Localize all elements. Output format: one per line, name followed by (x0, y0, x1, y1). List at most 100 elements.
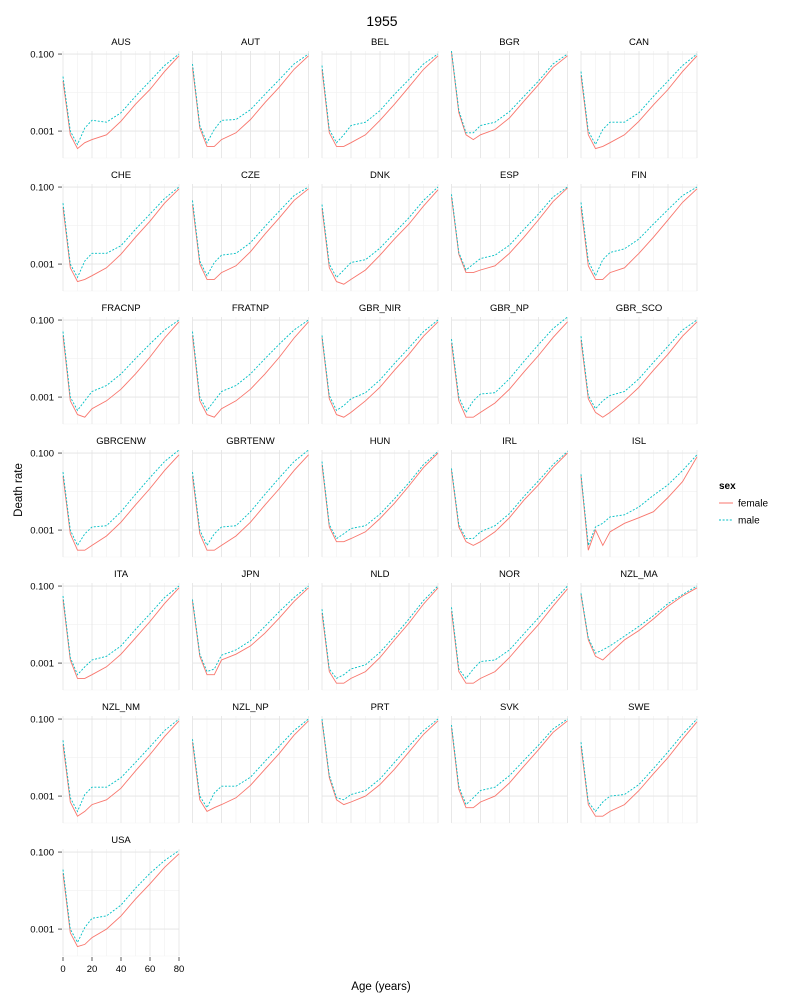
panel-strip-label: AUS (111, 37, 131, 48)
panel-strip-label: CHE (111, 170, 131, 181)
series-line-female-swe (580, 721, 698, 817)
y-tick-label: 0.001 (30, 792, 54, 803)
panel-strip-label: PRT (371, 702, 390, 713)
series-line-female-dnk (321, 189, 439, 285)
series-line-female-fracnp (62, 321, 180, 418)
panel-strip-label: GBR_NP (490, 303, 529, 314)
series-line-male-nzl_ma (580, 585, 698, 654)
y-tick-label: 0.100 (30, 848, 54, 859)
series-line-male-fratnp (192, 319, 309, 412)
series-line-female-bgr (451, 52, 568, 141)
panel-strip-label: DNK (370, 170, 391, 181)
series-line-male-fin (580, 186, 698, 277)
panel-strip-label: GBR_SCO (616, 303, 662, 314)
series-line-male-gbr_nir (321, 319, 439, 412)
series-line-female-gbr_np (451, 321, 568, 418)
panel-strip-label: FIN (631, 170, 646, 181)
y-tick-label: 0.001 (30, 260, 54, 271)
series-line-female-nld (321, 587, 439, 684)
series-line-male-aus (62, 53, 180, 146)
series-line-male-gbr_sco (580, 319, 698, 410)
x-tick-label: 40 (116, 964, 127, 975)
panel-strip-label: JPN (242, 569, 260, 580)
series-line-male-gbrtenw (192, 449, 309, 547)
panel-strip-label: HUN (370, 436, 391, 447)
series-line-female-che (62, 188, 180, 283)
series-line-female-gbrtenw (192, 454, 309, 551)
panel-strip-label: NZL_NM (102, 702, 140, 713)
series-line-male-gbrcenw (62, 449, 180, 547)
panel-strip-label: BGR (499, 37, 520, 48)
panel-strip-label: GBRCENW (96, 436, 146, 447)
series-line-male-bel (321, 53, 439, 144)
series-line-female-svk (451, 720, 568, 809)
panel-strip-label: GBR_NIR (359, 303, 401, 314)
legend-title: sex (719, 481, 736, 492)
series-line-male-ita (62, 585, 180, 676)
panel-strip-label: GBRTENW (226, 436, 274, 447)
series-line-male-prt (321, 718, 439, 801)
series-line-male-nor (451, 585, 568, 680)
panel-strip-label: SVK (500, 702, 520, 713)
panel-strip-label: ESP (500, 170, 519, 181)
series-line-female-bel (321, 55, 439, 147)
series-line-male-nld (321, 585, 439, 679)
x-axis-title: Age (years) (351, 981, 411, 993)
y-tick-label: 0.100 (30, 50, 54, 61)
series-line-female-jpn (192, 587, 309, 676)
panel-strip-label: NOR (499, 569, 520, 580)
panel-strip-label: CAN (629, 37, 649, 48)
series-line-male-cze (192, 186, 309, 277)
x-tick-label: 60 (145, 964, 156, 975)
series-line-male-isl (580, 454, 698, 546)
x-tick-label: 0 (60, 964, 65, 975)
series-line-female-gbr_sco (580, 321, 698, 418)
series-line-female-nzl_nm (62, 720, 180, 817)
series-line-male-nzl_np (192, 718, 309, 809)
x-tick-label: 20 (87, 964, 98, 975)
series-line-male-nzl_nm (62, 718, 180, 813)
series-line-female-hun (321, 452, 439, 543)
panel-strip-label: FRATNP (232, 303, 269, 314)
panel-strip-label: NZL_MA (620, 569, 658, 580)
series-line-female-gbrcenw (62, 454, 180, 551)
y-tick-label: 0.001 (30, 925, 54, 936)
series-line-male-aut (192, 53, 309, 144)
series-line-female-fratnp (192, 321, 309, 418)
panel-strip-label: AUT (241, 37, 260, 48)
y-tick-label: 0.100 (30, 449, 54, 460)
series-line-female-prt (321, 720, 439, 806)
series-line-male-bgr (451, 50, 568, 134)
series-line-female-ita (62, 587, 180, 679)
series-line-female-nor (451, 588, 568, 684)
series-line-male-svk (451, 718, 568, 806)
series-line-female-aut (192, 55, 309, 147)
y-axis-title: Death rate (13, 463, 25, 517)
y-tick-label: 0.100 (30, 316, 54, 327)
y-tick-label: 0.001 (30, 659, 54, 670)
series-line-male-irl (451, 451, 568, 540)
series-line-female-nzl_ma (580, 587, 698, 661)
panel-strip-label: IRL (502, 436, 517, 447)
legend-label-male: male (738, 516, 760, 527)
y-tick-label: 0.001 (30, 127, 54, 138)
panel-strip-label: ISL (632, 436, 646, 447)
panel-strip-label: NLD (370, 569, 389, 580)
series-line-female-cze (192, 188, 309, 280)
series-line-male-hun (321, 451, 439, 540)
panel-strip-label: NZL_NP (232, 702, 268, 713)
series-line-male-che (62, 186, 180, 279)
series-line-male-can (580, 53, 698, 146)
series-line-male-usa (62, 850, 180, 944)
panel-strip-label: BEL (371, 37, 389, 48)
series-line-female-nzl_np (192, 720, 309, 812)
panel-strip-label: USA (111, 835, 131, 846)
series-line-female-usa (62, 853, 180, 948)
series-line-female-aus (62, 55, 180, 150)
series-line-male-dnk (321, 186, 439, 279)
series-line-female-esp (451, 187, 568, 274)
series-line-male-gbr_np (451, 316, 568, 414)
series-line-female-isl (580, 456, 698, 551)
y-tick-label: 0.100 (30, 582, 54, 593)
